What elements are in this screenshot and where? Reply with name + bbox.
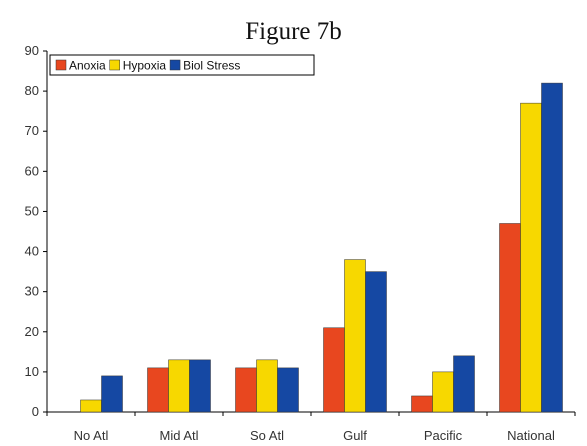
x-tick-label: Gulf (343, 428, 367, 443)
bar-biol-stress (365, 271, 387, 413)
y-tick-label: 60 (25, 163, 39, 178)
bar-anoxia (235, 367, 257, 413)
y-tick-label: 90 (25, 43, 39, 58)
bar-hypoxia (168, 359, 190, 413)
bar-biol-stress (453, 355, 475, 413)
legend-swatch (109, 59, 120, 71)
x-tick-label: Mid Atl (159, 428, 198, 443)
bar-hypoxia (256, 359, 278, 413)
x-tick-label: National (507, 428, 555, 443)
bar-anoxia (323, 327, 345, 413)
y-tick-label: 40 (25, 244, 39, 259)
bar-hypoxia (80, 399, 102, 413)
bar-hypoxia (344, 259, 366, 413)
chart-title: Figure 7b (245, 18, 342, 45)
y-tick-label: 50 (25, 203, 39, 218)
bar-biol-stress (541, 82, 563, 413)
bar-biol-stress (101, 375, 123, 413)
bar-hypoxia (520, 102, 542, 413)
y-tick-label: 30 (25, 284, 39, 299)
y-tick-label: 70 (25, 123, 39, 138)
legend-swatch (55, 59, 67, 71)
y-tick-label: 20 (25, 324, 39, 339)
legend-label: Hypoxia (123, 59, 167, 73)
bar-biol-stress (189, 359, 211, 413)
bar-anoxia (499, 223, 521, 413)
legend-label: Biol Stress (183, 59, 240, 73)
bar-biol-stress (277, 367, 299, 413)
legend-swatch (169, 59, 181, 71)
bar-hypoxia (432, 371, 454, 413)
x-tick-label: No Atl (74, 428, 109, 443)
bar-anoxia (411, 395, 433, 413)
y-tick-label: 80 (25, 83, 39, 98)
legend-label: Anoxia (69, 59, 106, 73)
y-tick-label: 0 (32, 404, 39, 419)
x-tick-label: Pacific (424, 428, 463, 443)
x-tick-label: So Atl (250, 428, 284, 443)
y-tick-label: 10 (25, 364, 39, 379)
bar-anoxia (147, 367, 169, 413)
